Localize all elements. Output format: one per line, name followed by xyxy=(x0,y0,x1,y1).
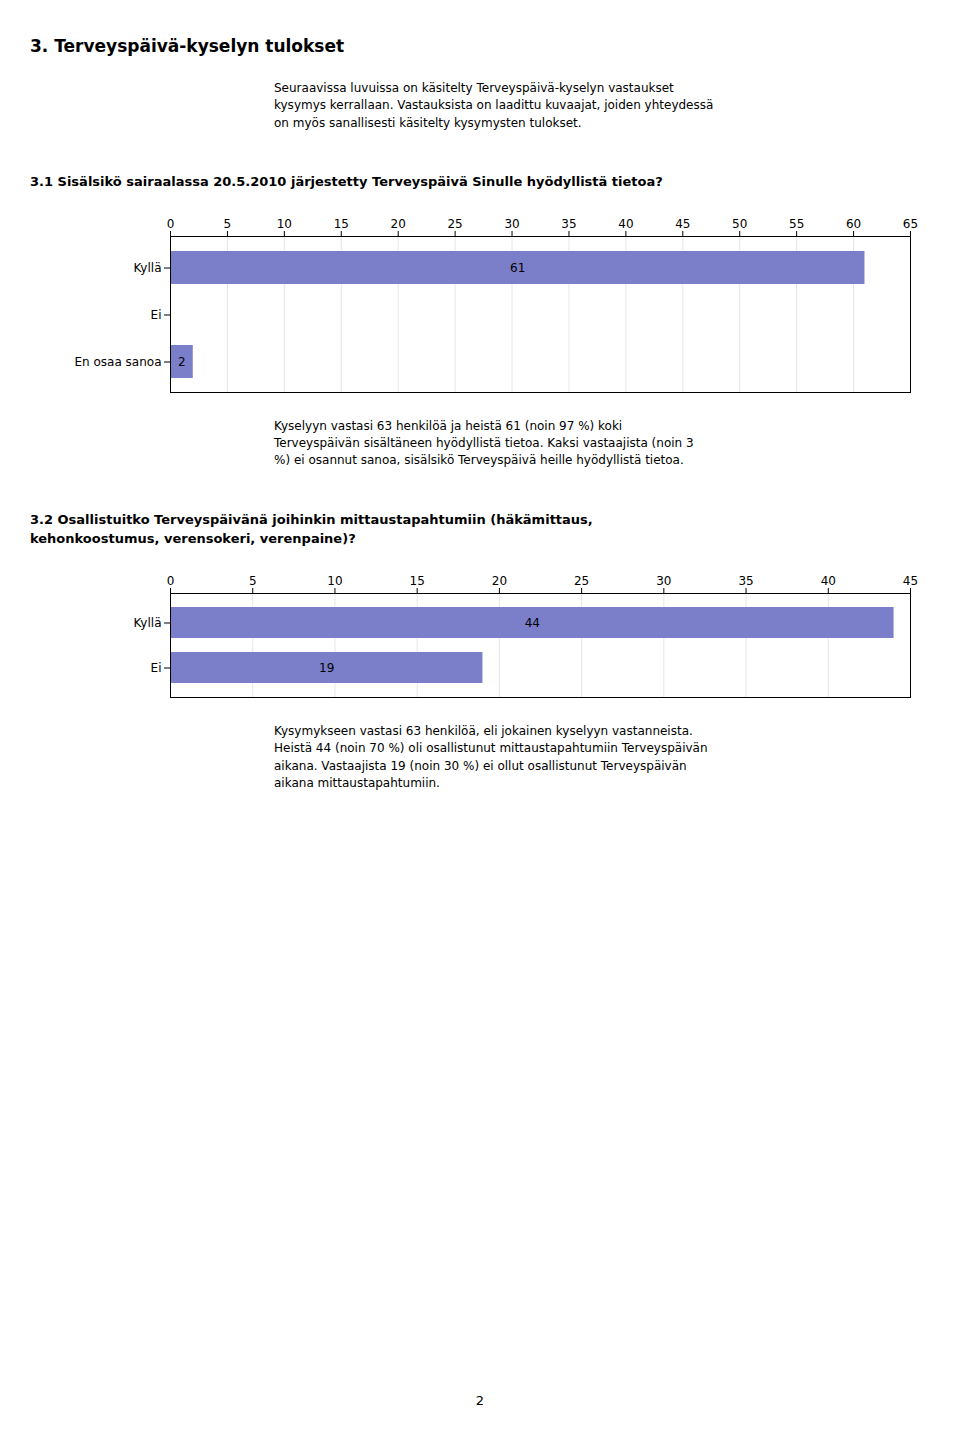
svg-text:35: 35 xyxy=(738,573,753,587)
svg-text:55: 55 xyxy=(789,216,804,230)
html-text:Seuraavissa luvuissa on käsite: Seuraavissa luvuissa on käsitelty Tervey… xyxy=(274,81,674,95)
svg-text:65: 65 xyxy=(903,216,918,230)
svg-text:44: 44 xyxy=(525,616,540,630)
svg-text:10: 10 xyxy=(327,573,342,587)
html-text:3.1 Sisälsikö sairaalassa 20.5: 3.1 Sisälsikö sairaalassa 20.5.2010 järj… xyxy=(30,174,663,190)
svg-text:15: 15 xyxy=(334,216,349,230)
svg-text:60: 60 xyxy=(846,216,861,230)
svg-text:40: 40 xyxy=(821,573,836,587)
svg-text:25: 25 xyxy=(447,216,462,230)
svg-text:19: 19 xyxy=(319,661,334,675)
svg-text:35: 35 xyxy=(561,216,576,230)
svg-text:0: 0 xyxy=(167,216,175,230)
html-text:2: 2 xyxy=(475,1393,485,1408)
html-text:%) ei osannut sanoa, sisälsikö: %) ei osannut sanoa, sisälsikö Terveyspä… xyxy=(274,453,684,468)
svg-text:50: 50 xyxy=(732,216,747,230)
svg-text:Kyllä: Kyllä xyxy=(133,616,161,630)
svg-text:5: 5 xyxy=(224,216,232,230)
svg-text:5: 5 xyxy=(249,573,257,587)
svg-text:20: 20 xyxy=(391,216,406,230)
html-text:3.2 Osallistuitko Terveyspäivä: 3.2 Osallistuitko Terveyspäivänä joihink… xyxy=(30,511,593,527)
html-text:Kyselyyn vastasi 63 henkilöä j: Kyselyyn vastasi 63 henkilöä ja heistä 6… xyxy=(274,418,623,433)
svg-text:25: 25 xyxy=(574,573,589,587)
html-text:Terveyspäivän sisältäneen hyöd: Terveyspäivän sisältäneen hyödyllistä ti… xyxy=(274,436,694,451)
svg-text:15: 15 xyxy=(410,573,425,587)
svg-text:2: 2 xyxy=(178,355,186,369)
svg-text:30: 30 xyxy=(504,216,519,230)
svg-text:Ei: Ei xyxy=(151,308,162,322)
html-text:Heistä 44 (noin 70 %) oli osal: Heistä 44 (noin 70 %) oli osallistunut m… xyxy=(274,741,708,756)
html-text:kysymys kerrallaan. Vastauksis: kysymys kerrallaan. Vastauksista on laad… xyxy=(274,98,714,113)
svg-text:10: 10 xyxy=(277,216,292,230)
svg-text:30: 30 xyxy=(656,573,671,587)
html-text:3. Terveyspäivä-kyselyn tuloks: 3. Terveyspäivä-kyselyn tulokset xyxy=(30,36,345,56)
svg-text:45: 45 xyxy=(903,573,918,587)
svg-text:En osaa sanoa: En osaa sanoa xyxy=(74,355,161,369)
svg-text:45: 45 xyxy=(675,216,690,230)
svg-text:Ei: Ei xyxy=(151,661,162,675)
svg-text:40: 40 xyxy=(618,216,633,230)
html-text:aikana mittaustapahtumiin.: aikana mittaustapahtumiin. xyxy=(274,776,440,790)
html-text:kehonkoostumus, verensokeri, v: kehonkoostumus, verensokeri, verenpaine)… xyxy=(30,531,356,547)
html-text:on myös sanallisesti käsitelty: on myös sanallisesti käsitelty kysymyste… xyxy=(274,115,582,130)
svg-text:0: 0 xyxy=(167,573,175,587)
svg-text:61: 61 xyxy=(510,261,525,275)
html-text:aikana. Vastaajista 19 (noin 3: aikana. Vastaajista 19 (noin 30 %) ei ol… xyxy=(274,758,687,773)
svg-text:Kyllä: Kyllä xyxy=(133,261,161,275)
svg-text:20: 20 xyxy=(492,573,507,587)
html-text:Kysymykseen vastasi 63 henkilö: Kysymykseen vastasi 63 henkilöä, eli jok… xyxy=(274,723,693,738)
